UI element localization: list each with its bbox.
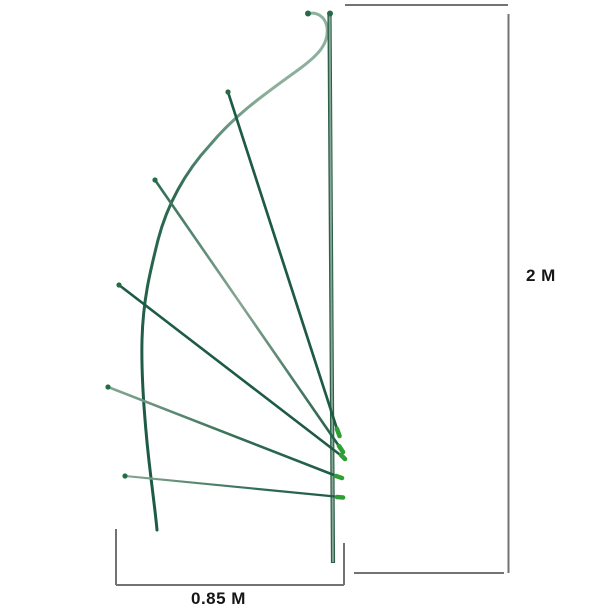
curved-hoop-rod: [140, 10, 329, 532]
height-dimension-lines: [345, 4, 510, 574]
stake-rod-3: [117, 283, 345, 459]
straight-stake-rods: [106, 90, 345, 499]
stake-rod-1: [226, 90, 340, 434]
stake-tip: [105, 384, 111, 390]
vertical-rod: [327, 10, 336, 564]
stake-rod-bright-caps: [333, 426, 348, 500]
stake-rod-4: [106, 385, 341, 479]
width-dimension-lines: [115, 529, 345, 586]
stake-rod-2: [153, 178, 343, 451]
stake-tip: [116, 282, 122, 288]
curved-rod-tip-cap: [305, 10, 311, 17]
vertical-rod-highlight: [328, 15, 334, 563]
stake-tip: [122, 473, 128, 479]
curved-hoop-rod-body: [140, 11, 329, 532]
vertical-rod-top-cap: [327, 10, 333, 17]
stake-rod-upper-tips: [105, 89, 231, 479]
bright-cap: [334, 426, 342, 439]
width-dimension-label: 0.85 M: [191, 589, 246, 608]
bright-cap: [336, 443, 346, 455]
stake-tip: [152, 177, 158, 183]
bright-cap: [333, 473, 345, 481]
bright-cap: [338, 452, 348, 462]
bright-cap: [334, 494, 346, 500]
height-dimension-label: 2 M: [526, 266, 556, 285]
stake-rod-5: [123, 474, 342, 499]
stake-tip: [225, 89, 231, 95]
